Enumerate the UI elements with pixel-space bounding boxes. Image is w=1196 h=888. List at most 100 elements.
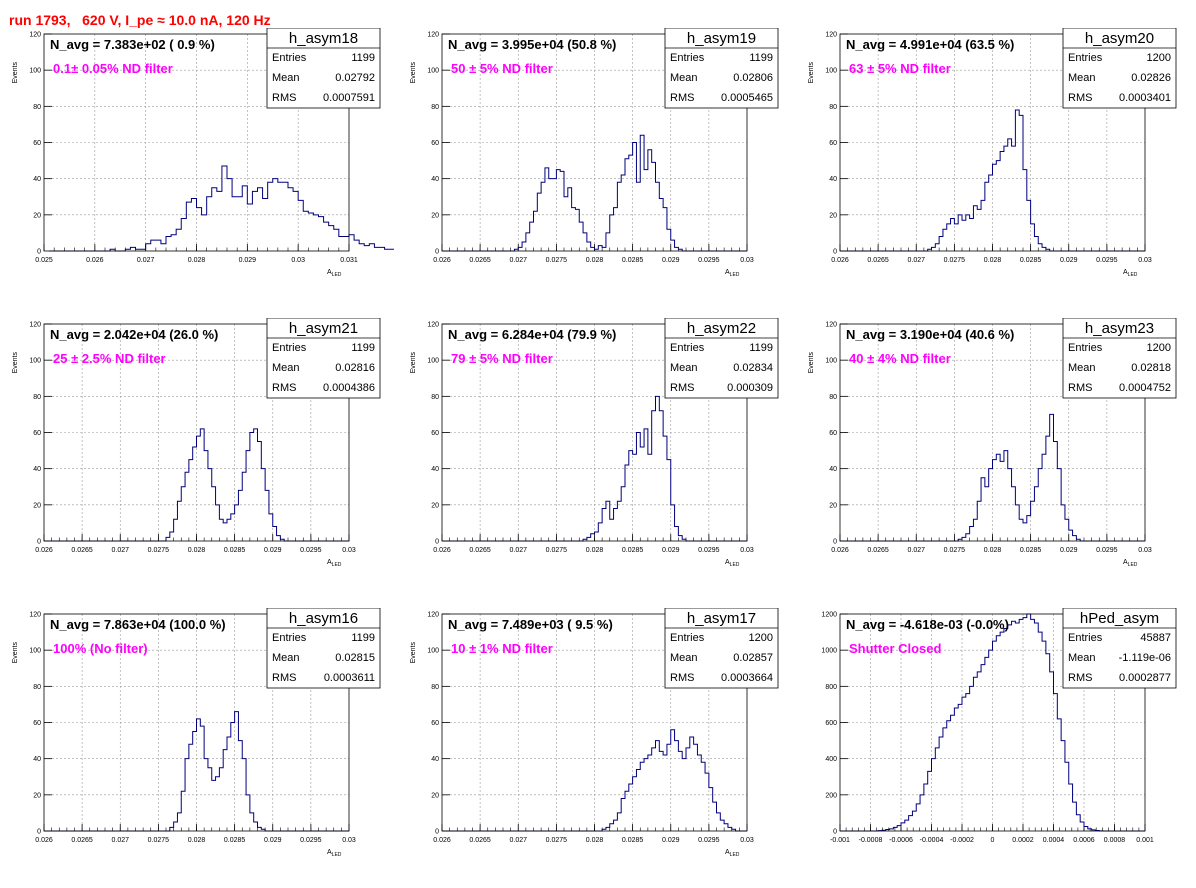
x-tick-label: 0.026 — [35, 547, 53, 554]
x-axis-label: ALED — [725, 269, 740, 278]
stats-label-rms: RMS — [272, 382, 296, 394]
stats-value-rms: 0.0003611 — [324, 672, 375, 684]
stats-label-mean: Mean — [272, 72, 300, 84]
stats-value-rms: 0.0002877 — [1119, 672, 1171, 684]
stats-label-rms: RMS — [1068, 672, 1092, 684]
stats-label-rms: RMS — [670, 672, 694, 684]
filter-label: 10 ± 1% ND filter — [451, 641, 553, 656]
y-axis-label: Events — [12, 352, 19, 374]
y-tick-label: 120 — [427, 32, 439, 39]
stats-label-mean: Mean — [670, 72, 698, 84]
x-tick-label: 0.026 — [831, 547, 849, 554]
histogram-svg: 0.026 0.0265 0.027 0.0275 0.028 0.0285 0.029 0.… — [410, 318, 779, 568]
y-tick-label: 40 — [431, 176, 439, 183]
x-tick-label: 0.001 — [1136, 837, 1154, 844]
stats-label-mean: Mean — [670, 652, 698, 664]
n-avg-label: N_avg = 7.863e+04 (100.0 %) — [50, 617, 226, 632]
stats-value-rms: 0.0007591 — [323, 92, 375, 104]
x-tick-label: 0.0295 — [300, 547, 322, 554]
plot-frame — [839, 33, 1146, 252]
histogram-svg: 0.026 0.0265 0.027 0.0275 0.028 0.0285 0.029 0.… — [12, 318, 381, 568]
y-tick-label: 120 — [427, 322, 439, 329]
x-tick-label: 0.025 — [35, 257, 53, 264]
y-tick-label: 120 — [29, 612, 41, 619]
y-tick-label: 60 — [829, 430, 837, 437]
filter-label: 0.1± 0.05% ND filter — [53, 61, 173, 76]
filter-label: 50 ± 5% ND filter — [451, 61, 553, 76]
stats-value-entries: 1199 — [351, 342, 375, 354]
x-tick-label: 0.028 — [586, 837, 604, 844]
histogram-panel-h_asym22: 0.026 0.0265 0.027 0.0275 0.028 0.0285 0.029 0.… — [398, 318, 792, 598]
x-tick-label: 0.0285 — [224, 837, 246, 844]
stats-box — [266, 608, 381, 689]
x-tick-label: 0.029 — [662, 257, 680, 264]
stats-box — [1062, 608, 1177, 689]
stats-box — [266, 28, 381, 109]
y-tick-label: 120 — [29, 322, 41, 329]
y-tick-label: 100 — [825, 68, 837, 75]
y-tick-label: 80 — [431, 684, 439, 691]
n-avg-label: N_avg = 3.190e+04 (40.6 %) — [846, 327, 1014, 342]
y-tick-label: 100 — [427, 358, 439, 365]
y-tick-label: 40 — [33, 176, 41, 183]
y-tick-label: 80 — [431, 394, 439, 401]
plot-frame — [43, 613, 350, 832]
x-tick-label: 0.027 — [111, 547, 129, 554]
x-tick-label: 0.0275 — [148, 547, 170, 554]
x-tick-label: 0.0285 — [622, 257, 644, 264]
x-tick-label: 0.027 — [111, 837, 129, 844]
stats-label-entries: Entries — [1068, 342, 1103, 354]
x-tick-label: 0.0265 — [71, 547, 93, 554]
histogram-series — [49, 165, 394, 252]
stats-label-mean: Mean — [1068, 72, 1096, 84]
n-avg-label: N_avg = 3.995e+04 (50.8 %) — [448, 37, 616, 52]
histogram-panel-h_asym18: 0.025 0.026 0.027 0.028 0.029 0.03 0.031 20 40 60… — [0, 28, 394, 308]
x-tick-label: 0.027 — [509, 547, 527, 554]
x-axis-label: ALED — [327, 559, 342, 568]
stats-label-mean: Mean — [272, 362, 300, 374]
y-tick-label: 60 — [431, 430, 439, 437]
x-tick-label: 0.0285 — [622, 547, 644, 554]
x-tick-label: 0.0275 — [546, 837, 568, 844]
x-tick-label: 0 — [991, 837, 995, 844]
stats-value-mean: 0.02834 — [733, 362, 773, 374]
y-tick-label: 20 — [33, 792, 41, 799]
histogram-svg: 0.026 0.0265 0.027 0.0275 0.028 0.0285 0.029 0.… — [12, 608, 381, 858]
stats-value-mean: 0.02792 — [335, 72, 375, 84]
histogram-svg: 0.026 0.0265 0.027 0.0275 0.028 0.0285 0.029 0.… — [410, 608, 779, 858]
x-axis-label: ALED — [1123, 269, 1138, 278]
x-tick-label: 0.0295 — [1096, 547, 1118, 554]
x-tick-label: -0.0004 — [920, 837, 944, 844]
filter-label: 63 ± 5% ND filter — [849, 61, 951, 76]
x-tick-label: 0.0265 — [71, 837, 93, 844]
run-title: run 1793, 620 V, I_pe ≈ 10.0 nA, 120 Hz — [9, 12, 271, 28]
stats-label-entries: Entries — [1068, 632, 1103, 644]
y-tick-label: 80 — [33, 104, 41, 111]
n-avg-label: N_avg = 7.489e+03 ( 9.5 %) — [448, 617, 613, 632]
stats-label-entries: Entries — [1068, 52, 1103, 64]
x-tick-label: 0.026 — [433, 257, 451, 264]
histogram-panel-h_asym19: 0.026 0.0265 0.027 0.0275 0.028 0.0285 0.029 0.… — [398, 28, 792, 308]
y-axis-label: Events — [410, 642, 417, 664]
stats-value-rms: 0.0003401 — [1119, 92, 1171, 104]
plot-frame — [43, 33, 350, 252]
stats-value-entries: 1199 — [749, 342, 773, 354]
y-tick-label: 800 — [825, 684, 837, 691]
histogram-name: h_asym16 — [289, 610, 358, 627]
y-zero-label: 0 — [37, 829, 41, 836]
x-tick-label: 0.0265 — [469, 547, 491, 554]
x-tick-label: 0.0295 — [698, 257, 720, 264]
y-tick-label: 80 — [829, 394, 837, 401]
y-tick-label: 100 — [29, 68, 41, 75]
stats-value-entries: 1200 — [1147, 342, 1171, 354]
x-axis-label: ALED — [725, 849, 740, 858]
x-tick-label: 0.0295 — [1096, 257, 1118, 264]
n-avg-label: N_avg = 4.991e+04 (63.5 %) — [846, 37, 1014, 52]
x-tick-label: 0.029 — [1060, 257, 1078, 264]
filter-label: 79 ± 5% ND filter — [451, 351, 553, 366]
x-tick-label: 0.03 — [342, 547, 356, 554]
x-tick-label: 0.027 — [907, 547, 925, 554]
y-tick-label: 60 — [431, 140, 439, 147]
y-tick-label: 120 — [825, 32, 837, 39]
histogram-svg: 0.025 0.026 0.027 0.028 0.029 0.03 0.031 20 40 60… — [12, 28, 394, 278]
